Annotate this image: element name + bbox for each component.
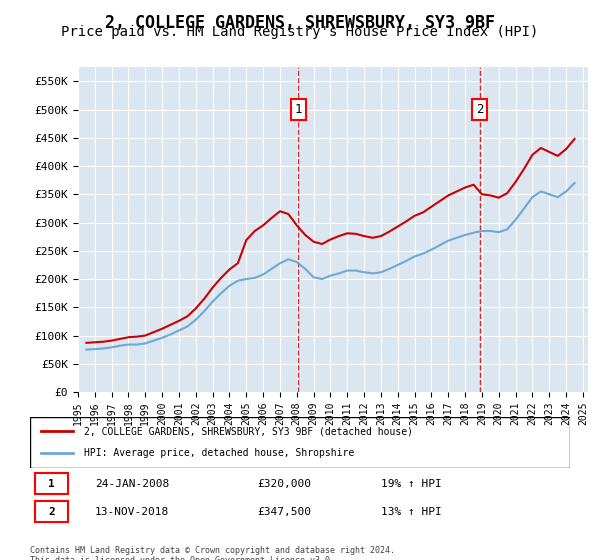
- Text: HPI: Average price, detached house, Shropshire: HPI: Average price, detached house, Shro…: [84, 449, 354, 459]
- Text: Contains HM Land Registry data © Crown copyright and database right 2024.
This d: Contains HM Land Registry data © Crown c…: [30, 546, 395, 560]
- Text: 13-NOV-2018: 13-NOV-2018: [95, 507, 169, 517]
- Text: 2, COLLEGE GARDENS, SHREWSBURY, SY3 9BF (detached house): 2, COLLEGE GARDENS, SHREWSBURY, SY3 9BF …: [84, 426, 413, 436]
- Text: 2: 2: [476, 103, 484, 116]
- Text: 1: 1: [48, 479, 55, 489]
- Text: 19% ↑ HPI: 19% ↑ HPI: [381, 479, 442, 489]
- Text: 2: 2: [48, 507, 55, 517]
- Text: £347,500: £347,500: [257, 507, 311, 517]
- Text: 2, COLLEGE GARDENS, SHREWSBURY, SY3 9BF: 2, COLLEGE GARDENS, SHREWSBURY, SY3 9BF: [105, 14, 495, 32]
- Text: 13% ↑ HPI: 13% ↑ HPI: [381, 507, 442, 517]
- Text: £320,000: £320,000: [257, 479, 311, 489]
- Text: Price paid vs. HM Land Registry's House Price Index (HPI): Price paid vs. HM Land Registry's House …: [61, 25, 539, 39]
- Text: 24-JAN-2008: 24-JAN-2008: [95, 479, 169, 489]
- Text: 1: 1: [295, 103, 302, 116]
